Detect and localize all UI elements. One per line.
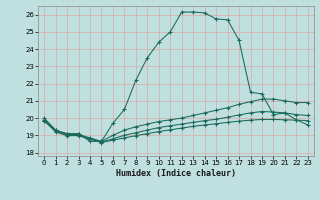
X-axis label: Humidex (Indice chaleur): Humidex (Indice chaleur) [116, 169, 236, 178]
